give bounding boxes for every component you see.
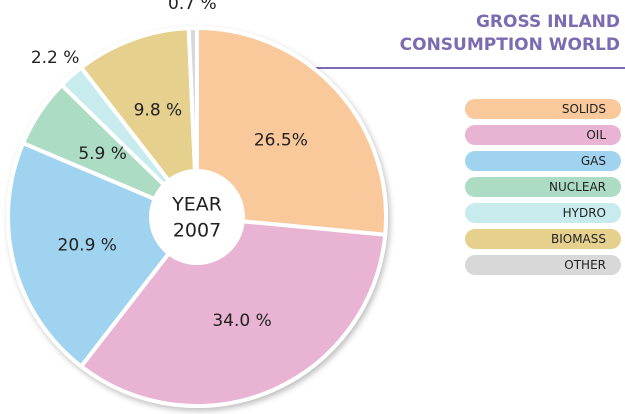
slice-label: 5.9 % — [78, 144, 127, 164]
pie-slice — [78, 26, 200, 224]
center-label: 2007 — [173, 220, 221, 242]
slice-label: 9.8 % — [134, 101, 183, 121]
pie-slice — [195, 25, 388, 237]
slice-label: 20.9 % — [58, 236, 117, 256]
legend-label: OIL — [586, 128, 606, 142]
pie — [6, 25, 388, 408]
legend-label: HYDRO — [563, 206, 606, 220]
legend-swatch — [465, 177, 621, 197]
center-label: YEAR — [171, 194, 222, 216]
legend-label: NUCLEAR — [549, 180, 606, 194]
legend-swatch — [465, 99, 621, 119]
legend-swatch — [465, 151, 621, 171]
legend-label: OTHER — [564, 258, 606, 272]
legend-swatch — [465, 203, 621, 223]
center-disc — [149, 169, 245, 265]
legend-label: GAS — [581, 154, 606, 168]
slice-label: 34.0 % — [212, 311, 271, 331]
slice-label: 0.7 % — [168, 0, 217, 14]
chart-title: CONSUMPTION WORLD — [400, 35, 620, 55]
legend-swatch — [465, 125, 621, 145]
slice-label: 2.2 % — [31, 48, 80, 68]
legend-swatch — [465, 229, 621, 249]
slice-label: 26.5% — [254, 131, 308, 151]
legend-swatch — [465, 255, 621, 275]
pie-slice — [78, 214, 388, 408]
legend-label: BIOMASS — [551, 232, 606, 246]
chart-title: GROSS INLAND — [476, 12, 620, 32]
legend-label: SOLIDS — [562, 102, 606, 116]
